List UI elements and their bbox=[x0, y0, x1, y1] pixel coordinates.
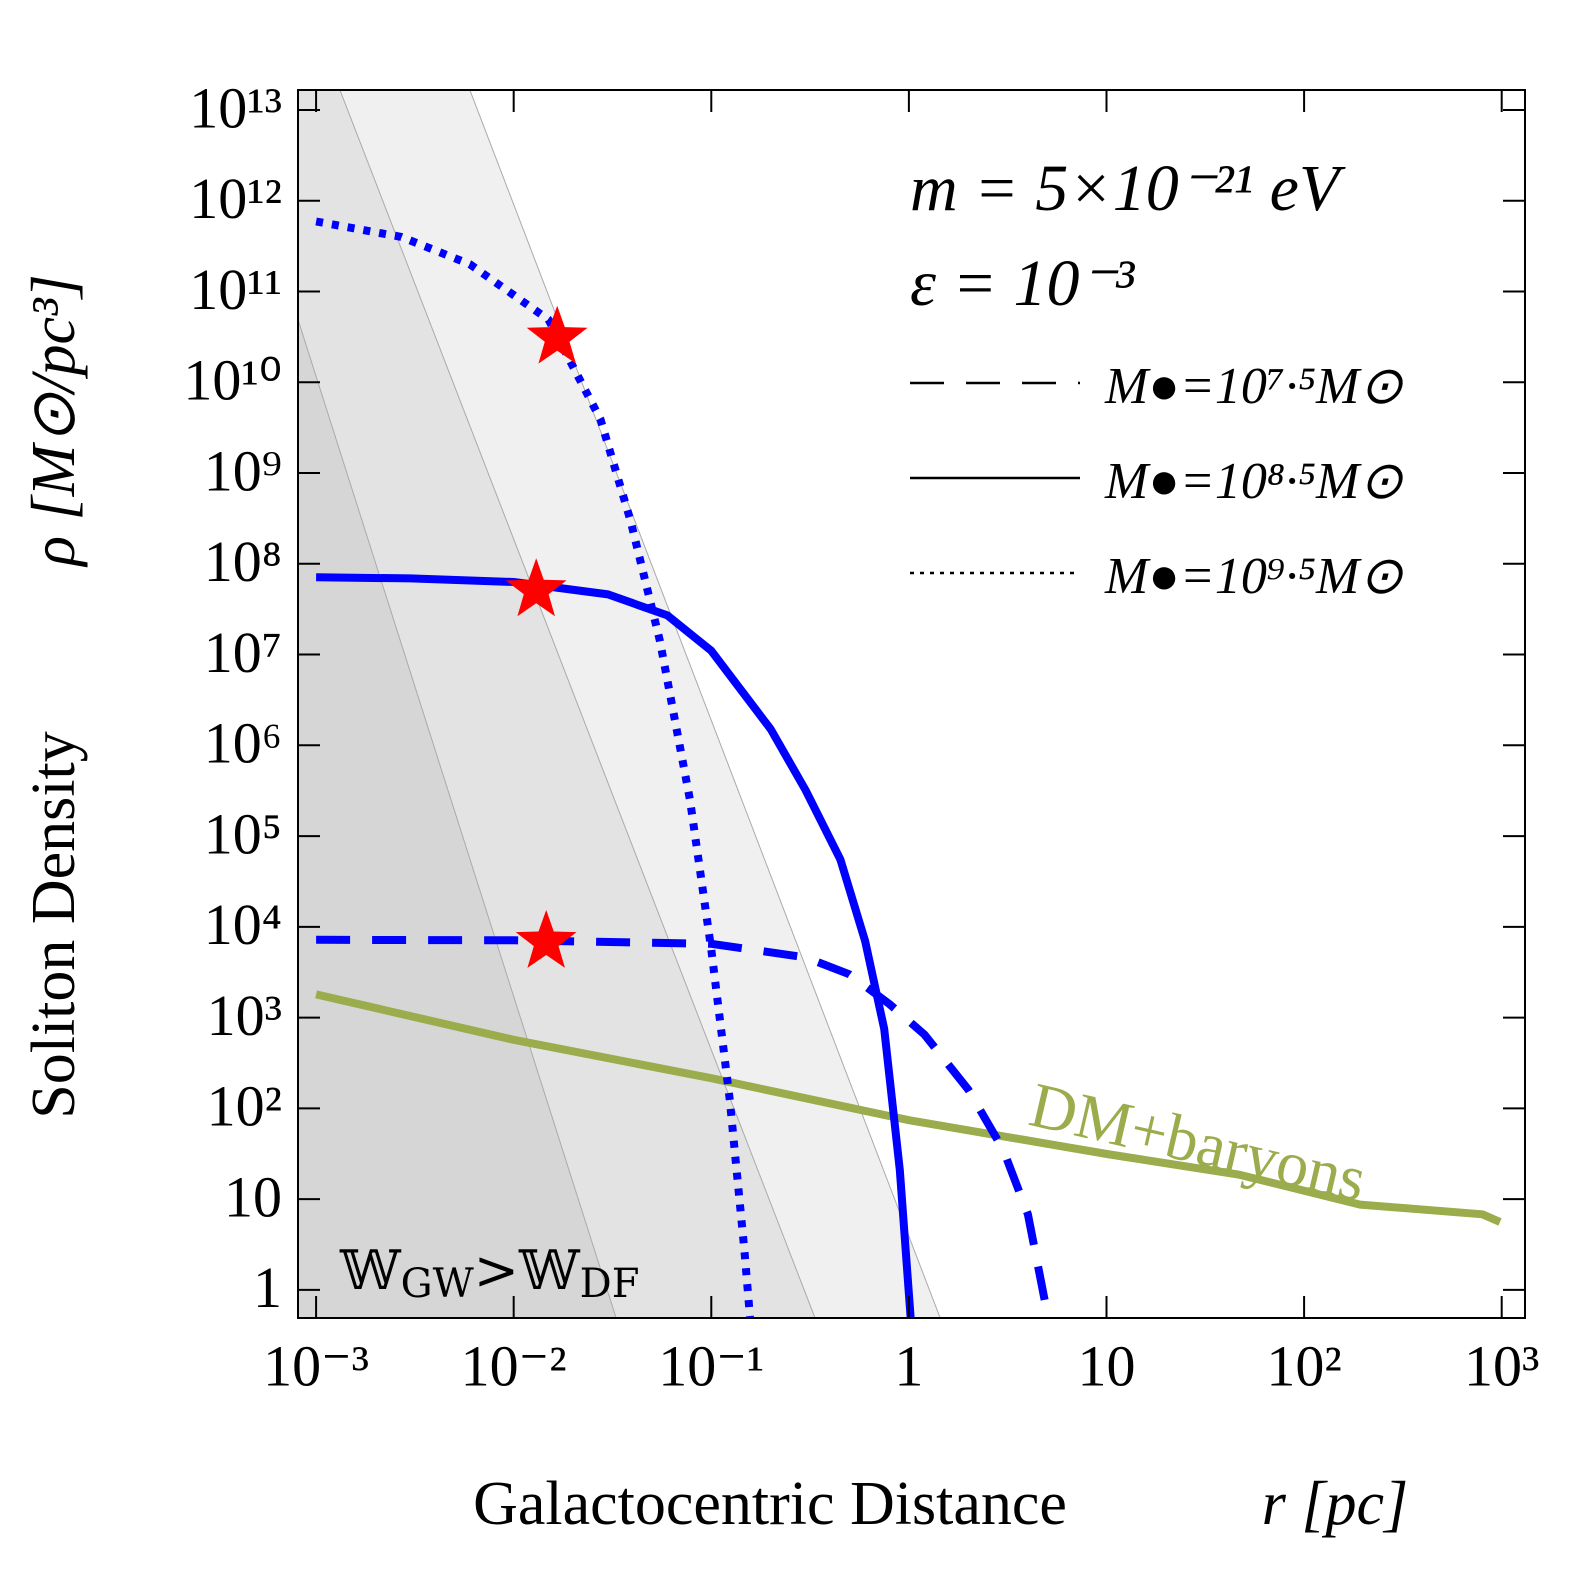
x-tick-label: 10⁻³ bbox=[263, 1333, 369, 1398]
region-boundary bbox=[298, 317, 617, 1318]
region-label-part: DF bbox=[580, 1261, 640, 1307]
y-axis-symbol: ρ [M⊙/pc³] bbox=[20, 274, 88, 567]
annotation: m = 5×10⁻²¹ eV bbox=[910, 152, 1346, 225]
baryons-label: DM+baryons bbox=[1024, 1069, 1373, 1215]
region-label-part: >𝕎 bbox=[474, 1239, 581, 1302]
legend-label: M●=10⁹·⁵M⊙ bbox=[1104, 548, 1403, 605]
region-boundary bbox=[469, 90, 941, 1318]
star-marker bbox=[515, 910, 577, 968]
annotation: ε = 10⁻³ bbox=[910, 247, 1135, 320]
region-boundary bbox=[339, 90, 816, 1318]
legend-label: M●=10⁸·⁵M⊙ bbox=[1104, 453, 1403, 510]
x-tick-label: 10⁻¹ bbox=[658, 1333, 764, 1398]
y-tick-label: 1 bbox=[253, 1255, 282, 1320]
y-tick-label: 10⁴ bbox=[204, 892, 282, 957]
y-tick-label: 10¹² bbox=[189, 166, 282, 231]
region-label: 𝕎GW>𝕎DF bbox=[339, 1239, 639, 1307]
x-axis-symbol: r [pc] bbox=[1262, 1470, 1408, 1538]
baryons-line bbox=[315, 990, 1502, 1226]
y-tick-label: 10³ bbox=[207, 983, 282, 1048]
plot-frame bbox=[297, 89, 1526, 1319]
x-tick-label: 10² bbox=[1266, 1333, 1341, 1398]
star-marker bbox=[505, 558, 567, 617]
legend-label: M●=10⁷·⁵M⊙ bbox=[1104, 358, 1403, 415]
x-tick-label: 10 bbox=[1077, 1333, 1135, 1398]
series-line bbox=[316, 935, 1052, 1318]
y-tick-label: 10⁷ bbox=[204, 620, 282, 685]
y-tick-label: 10 bbox=[224, 1164, 282, 1229]
y-tick-label: 10¹¹ bbox=[189, 257, 282, 322]
region-label-part: GW bbox=[401, 1261, 474, 1307]
series-line bbox=[315, 217, 754, 1318]
x-tick-label: 10³ bbox=[1464, 1333, 1539, 1398]
y-tick-label: 10² bbox=[207, 1074, 282, 1139]
y-tick-label: 10⁶ bbox=[204, 711, 282, 776]
y-tick-label: 10¹³ bbox=[189, 75, 282, 140]
x-tick-label: 1 bbox=[894, 1333, 923, 1398]
y-tick-label: 10⁵ bbox=[204, 801, 282, 866]
y-tick-label: 10¹⁰ bbox=[183, 348, 282, 413]
y-tick-label: 10⁹ bbox=[204, 438, 282, 503]
y-tick-label: 10⁸ bbox=[204, 529, 282, 594]
region-label-part: 𝕎 bbox=[339, 1239, 402, 1302]
x-axis-label: Galactocentric Distance bbox=[473, 1470, 1067, 1538]
shaded-regions bbox=[298, 90, 941, 1318]
x-tick-label: 10⁻² bbox=[461, 1333, 567, 1398]
y-axis-label: Soliton Density bbox=[20, 731, 88, 1119]
star-marker bbox=[526, 305, 588, 364]
